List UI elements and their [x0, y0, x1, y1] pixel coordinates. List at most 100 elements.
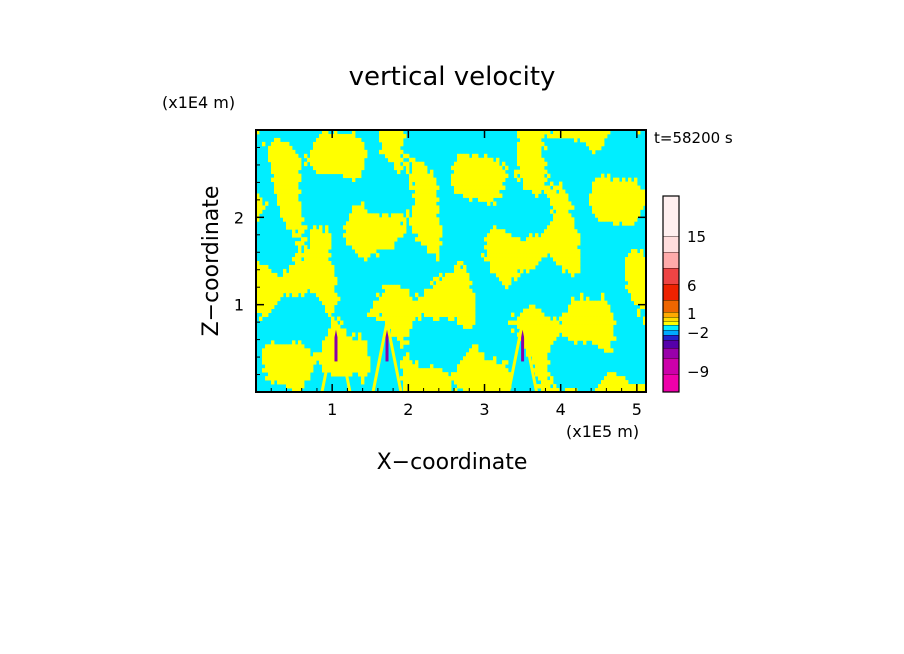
- field-cell: [391, 233, 395, 238]
- field-cell: [541, 133, 545, 139]
- field-cell: [523, 133, 527, 139]
- field-cell: [319, 280, 323, 286]
- field-cell: [277, 372, 281, 377]
- field-cell: [607, 197, 611, 202]
- field-cell: [286, 157, 290, 163]
- field-cell: [436, 209, 440, 214]
- field-cell: [454, 312, 458, 317]
- field-cell: [463, 169, 467, 175]
- field-cell: [625, 388, 629, 392]
- field-cell: [328, 292, 332, 298]
- field-cell: [295, 261, 299, 266]
- field-cell: [616, 213, 620, 218]
- field-cell: [397, 141, 401, 147]
- field-cell: [424, 300, 428, 306]
- field-cell: [616, 181, 620, 186]
- field-cell: [625, 201, 629, 206]
- field-cell: [532, 352, 536, 357]
- field-cell: [415, 360, 419, 365]
- field-cell: [265, 276, 269, 282]
- field-cell: [382, 245, 386, 250]
- field-cell: [274, 157, 278, 163]
- field-cell: [619, 189, 623, 194]
- field-cell: [574, 312, 578, 317]
- field-cell: [421, 173, 425, 179]
- field-cell: [379, 245, 383, 250]
- field-cell: [553, 253, 557, 258]
- field-cell: [268, 308, 272, 314]
- field-cell: [574, 300, 578, 306]
- field-cell: [319, 272, 323, 278]
- field-cell: [502, 229, 506, 234]
- field-cell: [454, 169, 458, 175]
- colorbar-swatch: [663, 348, 679, 358]
- field-cell: [388, 133, 392, 139]
- field-cell: [304, 153, 308, 159]
- field-cell: [298, 272, 302, 278]
- field-cell: [589, 145, 593, 151]
- field-cell: [448, 280, 452, 286]
- field-cell: [295, 344, 299, 349]
- field-cell: [520, 245, 524, 250]
- field-cell: [412, 388, 416, 392]
- field-cell: [598, 141, 602, 147]
- field-cell: [328, 364, 332, 369]
- field-cell: [589, 133, 593, 139]
- field-cell: [361, 360, 365, 365]
- field-cell: [430, 233, 434, 238]
- field-cell: [358, 229, 362, 234]
- field-cell: [283, 380, 287, 385]
- field-cell: [496, 257, 500, 262]
- field-cell: [541, 141, 545, 147]
- field-cell: [568, 264, 572, 270]
- field-cell: [445, 280, 449, 286]
- field-cell: [271, 304, 275, 310]
- field-cell: [331, 268, 335, 274]
- field-cell: [460, 368, 464, 373]
- field-cell: [292, 356, 296, 361]
- field-cell: [382, 312, 386, 317]
- field-cell: [322, 245, 326, 250]
- field-cell: [280, 276, 284, 282]
- field-cell: [580, 292, 584, 298]
- field-cell: [547, 324, 551, 329]
- field-cell: [334, 130, 338, 135]
- field-cell: [544, 360, 548, 365]
- field-cell: [562, 249, 566, 254]
- field-cell: [634, 288, 638, 294]
- field-cell: [448, 308, 452, 314]
- field-cell: [265, 284, 269, 290]
- field-cell: [367, 312, 371, 317]
- field-cell: [298, 276, 302, 282]
- field-cell: [382, 316, 386, 321]
- field-cell: [490, 257, 494, 262]
- field-cell: [325, 229, 329, 234]
- field-cell: [577, 257, 581, 262]
- field-cell: [283, 141, 287, 147]
- field-cell: [394, 316, 398, 321]
- field-cell: [286, 344, 290, 349]
- field-cell: [478, 384, 482, 389]
- field-cell: [280, 173, 284, 179]
- field-cell: [394, 233, 398, 238]
- colorbar-tick-label: −2: [687, 324, 709, 342]
- field-cell: [424, 197, 428, 202]
- field-cell: [502, 261, 506, 266]
- field-cell: [580, 130, 584, 135]
- field-cell: [607, 213, 611, 218]
- field-cell: [463, 177, 467, 183]
- field-cell: [634, 189, 638, 194]
- field-cell: [298, 205, 302, 210]
- field-cell: [421, 189, 425, 194]
- field-cell: [271, 348, 275, 353]
- field-cell: [460, 284, 464, 290]
- field-cell: [541, 181, 545, 186]
- field-cell: [496, 181, 500, 186]
- field-cell: [265, 376, 269, 381]
- field-cell: [469, 364, 473, 369]
- field-cell: [478, 360, 482, 365]
- field-cell: [595, 201, 599, 206]
- field-cell: [607, 340, 611, 345]
- field-cell: [532, 332, 536, 337]
- field-cell: [601, 316, 605, 321]
